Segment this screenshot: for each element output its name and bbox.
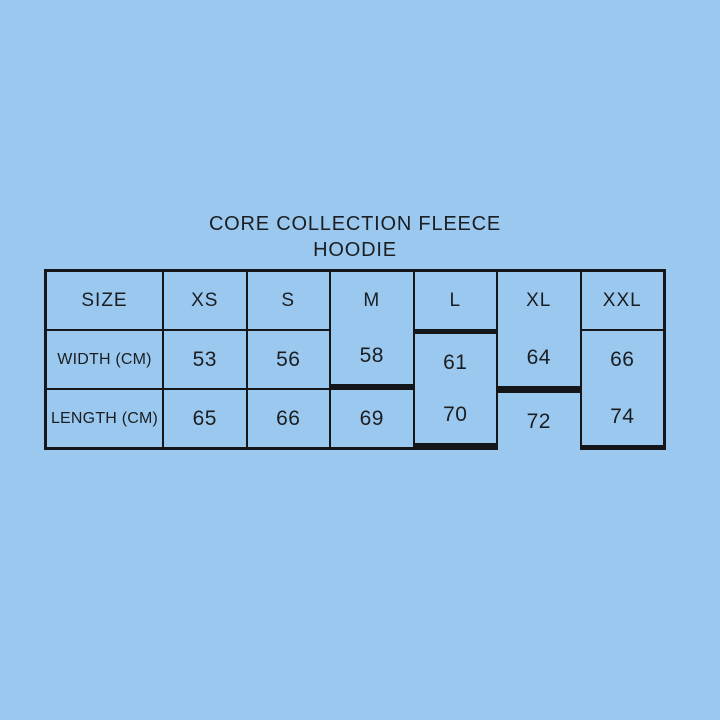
header-cell-size: SIZE [47, 272, 162, 329]
header-cell-m: M [331, 272, 413, 329]
cell-length-xl: 72 [498, 393, 580, 450]
cell-width-xs: 53 [164, 331, 246, 388]
size-chart-table: SIZE XS S M L XL XXL WIDTH (CM) 53 56 58… [44, 269, 666, 450]
row-label-length: LENGTH (CM) [47, 390, 162, 447]
page-title: CORE COLLECTION FLEECE HOODIE [0, 211, 710, 263]
cell-length-m: 69 [331, 390, 413, 447]
cell-width-s: 56 [247, 331, 329, 388]
header-cell-l: L [414, 272, 496, 329]
header-cell-xxl: XXL [581, 272, 663, 329]
page-title-line-1: CORE COLLECTION FLEECE [208, 213, 502, 235]
cell-width-m: 58 [331, 327, 413, 384]
cell-length-xxl: 74 [581, 388, 663, 445]
cell-length-s: 66 [247, 390, 329, 447]
cell-width-xxl: 66 [581, 331, 663, 388]
cell-length-l: 70 [414, 386, 496, 443]
header-cell-s: S [247, 272, 329, 329]
cell-width-xl: 64 [498, 329, 580, 386]
cell-width-l: 61 [414, 334, 496, 391]
header-cell-xs: XS [164, 272, 246, 329]
cell-length-xs: 65 [164, 390, 246, 447]
page-title-line-2: HOODIE [313, 239, 397, 261]
header-cell-xl: XL [498, 272, 580, 329]
row-label-width: WIDTH (CM) [47, 331, 162, 388]
